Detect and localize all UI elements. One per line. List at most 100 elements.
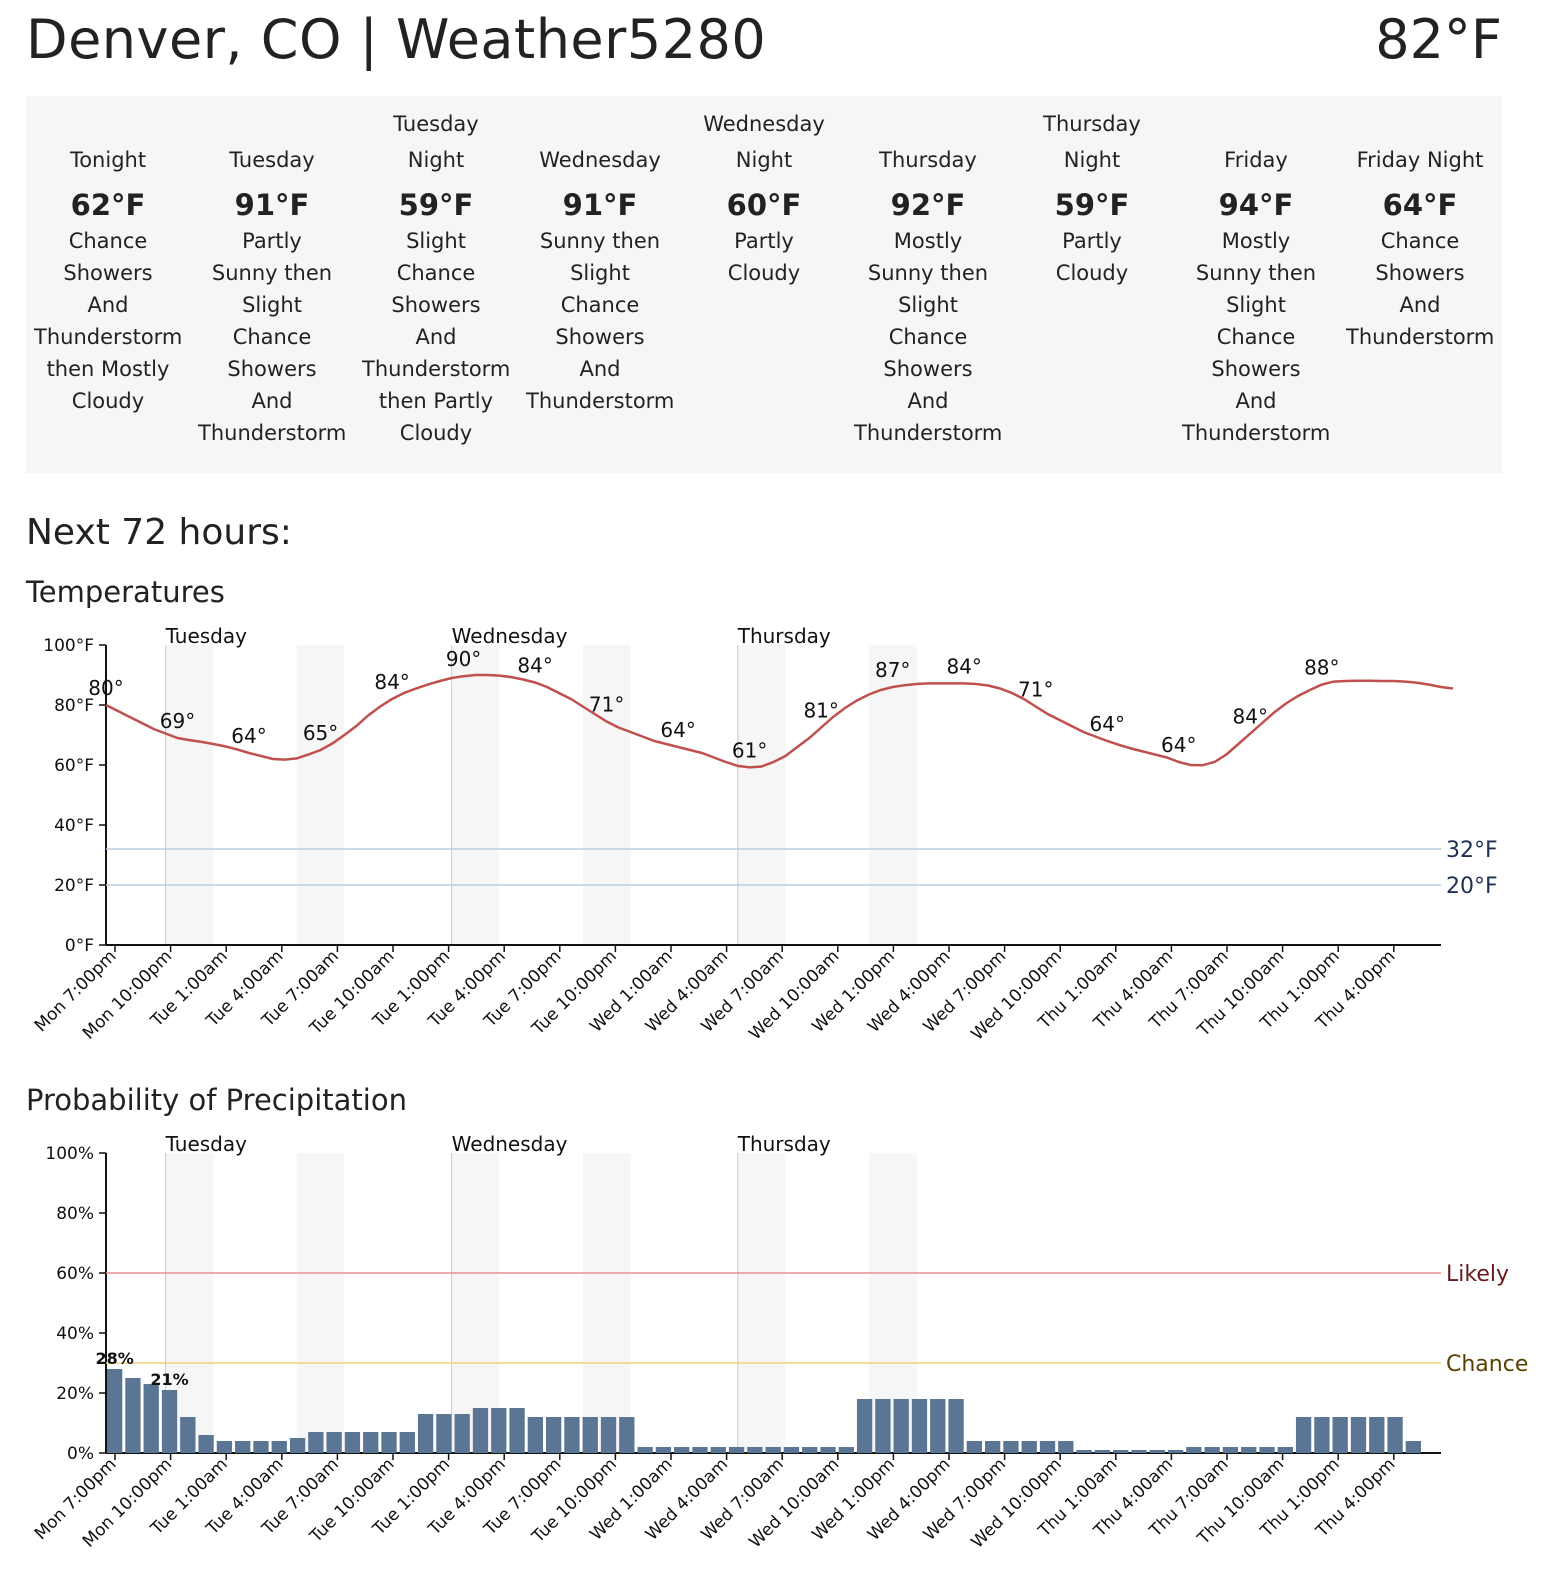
- precipitation-bar: [417, 1414, 434, 1453]
- daylight-band: [582, 645, 631, 945]
- y-tick-label: 100°F: [43, 636, 94, 656]
- forecast-period: Thursday 92°F Mostly Sunny then Slight Cha…: [854, 96, 1002, 449]
- period-name: Friday Night: [1356, 148, 1484, 172]
- precipitation-bar: [381, 1432, 397, 1453]
- temperature-point-label: 80°: [88, 676, 123, 700]
- period-temperature: 94°F: [1218, 188, 1294, 222]
- precipitation-bar: [1113, 1450, 1129, 1453]
- precipitation-bar: [289, 1438, 306, 1453]
- period-temperature: 59°F: [398, 188, 474, 222]
- precipitation-bar: [1350, 1417, 1367, 1453]
- day-label: Wednesday: [452, 624, 568, 648]
- period-name: Wednesday: [539, 148, 661, 172]
- temperature-point-label: 64°: [1161, 733, 1196, 757]
- period-name: Thursday Night: [1043, 112, 1141, 172]
- precipitation-bar: [674, 1447, 690, 1453]
- daylight-band: [737, 645, 786, 945]
- precipitation-bar: [546, 1417, 562, 1453]
- period-temperature: 92°F: [890, 188, 966, 222]
- precipitation-bar: [1039, 1441, 1056, 1453]
- day-label: Thursday: [737, 624, 831, 648]
- precipitation-bar: [1295, 1417, 1312, 1453]
- precipitation-bar: [216, 1441, 233, 1453]
- precipitation-bar: [1003, 1441, 1019, 1453]
- precipitation-bar: [582, 1417, 598, 1453]
- daylight-band: [451, 1153, 500, 1453]
- y-tick-label: 40%: [56, 1324, 94, 1344]
- temperature-point-label: 65°: [303, 721, 338, 745]
- period-temperature: 60°F: [726, 188, 802, 222]
- precipitation-bar: [966, 1441, 982, 1453]
- y-tick-label: 80°F: [54, 696, 94, 716]
- precipitation-bar: [235, 1441, 251, 1453]
- y-tick-label: 80%: [56, 1204, 94, 1224]
- precipitation-bar: [1241, 1447, 1257, 1453]
- period-temperature: 62°F: [70, 188, 146, 222]
- precipitation-bar: [1222, 1447, 1239, 1453]
- forecast-period: Tuesday 91°F Partly Sunny then Slight Chan…: [198, 96, 346, 449]
- precipitation-bar: [564, 1417, 580, 1453]
- period-description: Mostly Sunny then Slight Chance Showers …: [1182, 229, 1330, 445]
- precipitation-bar: [472, 1408, 489, 1453]
- precipitation-bar: [1369, 1417, 1385, 1453]
- precipitation-bar: [143, 1384, 159, 1453]
- precipitation-bar: [161, 1390, 178, 1453]
- forecast-period: Friday Night 64°F Chance Showers And Thund…: [1346, 96, 1494, 353]
- y-tick-label: 20%: [56, 1384, 94, 1404]
- precipitation-bar: [765, 1447, 781, 1453]
- current-temperature: 82°F: [1375, 8, 1502, 71]
- forecast-period: Tuesday Night 59°F Slight Chance Showers A…: [362, 96, 510, 449]
- daylight-band: [582, 1153, 631, 1453]
- reference-line-label: 20°F: [1446, 874, 1498, 899]
- temperatures-heading: Temperatures: [26, 575, 225, 609]
- day-label: Tuesday: [165, 624, 248, 648]
- y-tick-label: 60°F: [54, 756, 94, 776]
- forecast-period: Tonight 62°F Chance Showers And Thundersto…: [34, 96, 182, 417]
- period-description: Partly Cloudy: [1055, 229, 1129, 285]
- precipitation-bar: [344, 1432, 361, 1453]
- temperature-point-label: 84°: [1233, 705, 1268, 729]
- precipitation-bar: [710, 1447, 726, 1453]
- temperature-line: [105, 673, 1454, 769]
- period-temperature: 64°F: [1382, 188, 1458, 222]
- y-tick-label: 100%: [45, 1144, 94, 1164]
- precipitation-bar: [600, 1417, 617, 1453]
- precipitation-bar: [747, 1447, 763, 1453]
- precipitation-bar: [820, 1447, 836, 1453]
- temperature-point-label: 90°: [446, 647, 481, 671]
- forecast-period: Friday 94°F Mostly Sunny then Slight Chanc…: [1182, 96, 1330, 449]
- precipitation-bar: [1204, 1447, 1220, 1453]
- precipitation-bar: [1259, 1447, 1275, 1453]
- daylight-band: [296, 1153, 345, 1453]
- precipitation-chart: Tuesday Wednesday Thursday 0% 20% 40% 60% 80% 10…: [31, 1132, 1528, 1553]
- precipitation-bar: [838, 1447, 854, 1453]
- precipitation-point-label: 28%: [95, 1349, 133, 1368]
- daylight-band: [165, 645, 214, 945]
- precipitation-bar: [911, 1399, 928, 1453]
- precipitation-bar: [1405, 1441, 1421, 1453]
- period-name: Tonight: [69, 148, 147, 172]
- precipitation-bar: [783, 1447, 800, 1453]
- temperature-point-label: 88°: [1304, 656, 1339, 680]
- reference-line-label: Chance: [1446, 1352, 1528, 1377]
- temperature-point-label: 61°: [732, 738, 767, 762]
- precipitation-bar: [1149, 1450, 1165, 1453]
- precipitation-bar: [253, 1441, 269, 1453]
- daylight-band: [868, 645, 917, 945]
- day-label: Wednesday: [452, 1132, 568, 1156]
- precipitation-bar: [1167, 1450, 1184, 1453]
- period-name: Tuesday: [229, 148, 315, 172]
- forecast-period: Wednesday 91°F Sunny then Slight Chance Sh…: [526, 96, 674, 417]
- precipitation-bar: [948, 1399, 964, 1453]
- forecast-period: Wednesday Night 60°F Partly Cloudy: [690, 96, 838, 289]
- next-72-hours-heading: Next 72 hours:: [26, 512, 292, 553]
- precipitation-bar: [180, 1417, 196, 1453]
- precipitation-bar: [363, 1432, 379, 1453]
- temperature-point-label: 71°: [589, 693, 624, 717]
- precipitation-bar: [1076, 1450, 1092, 1453]
- precipitation-bar: [399, 1432, 415, 1453]
- temperature-point-label: 69°: [160, 709, 195, 733]
- precipitation-bar: [454, 1414, 470, 1453]
- daylight-band: [296, 645, 345, 945]
- precipitation-bar: [893, 1399, 909, 1453]
